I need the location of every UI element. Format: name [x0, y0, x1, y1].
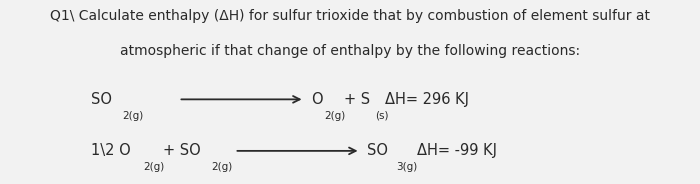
Text: SO: SO — [368, 143, 388, 158]
Text: Q1\ Calculate enthalpy (ΔH) for sulfur trioxide that by combustion of element su: Q1\ Calculate enthalpy (ΔH) for sulfur t… — [50, 9, 650, 23]
Text: 2(g): 2(g) — [122, 111, 143, 121]
Text: 1\2 O: 1\2 O — [91, 143, 131, 158]
Text: + S: + S — [344, 92, 370, 107]
Text: 2(g): 2(g) — [324, 111, 345, 121]
Text: + SO: + SO — [163, 143, 201, 158]
Text: 2(g): 2(g) — [143, 162, 164, 172]
Text: O: O — [312, 92, 323, 107]
Text: ΔH= -99 KJ: ΔH= -99 KJ — [417, 143, 497, 158]
Text: SO: SO — [91, 92, 112, 107]
Text: (s): (s) — [375, 111, 389, 121]
Text: ΔH= 296 KJ: ΔH= 296 KJ — [385, 92, 469, 107]
Text: atmospheric if that change of enthalpy by the following reactions:: atmospheric if that change of enthalpy b… — [120, 44, 580, 58]
Text: 2(g): 2(g) — [211, 162, 232, 172]
Text: 3(g): 3(g) — [396, 162, 417, 172]
